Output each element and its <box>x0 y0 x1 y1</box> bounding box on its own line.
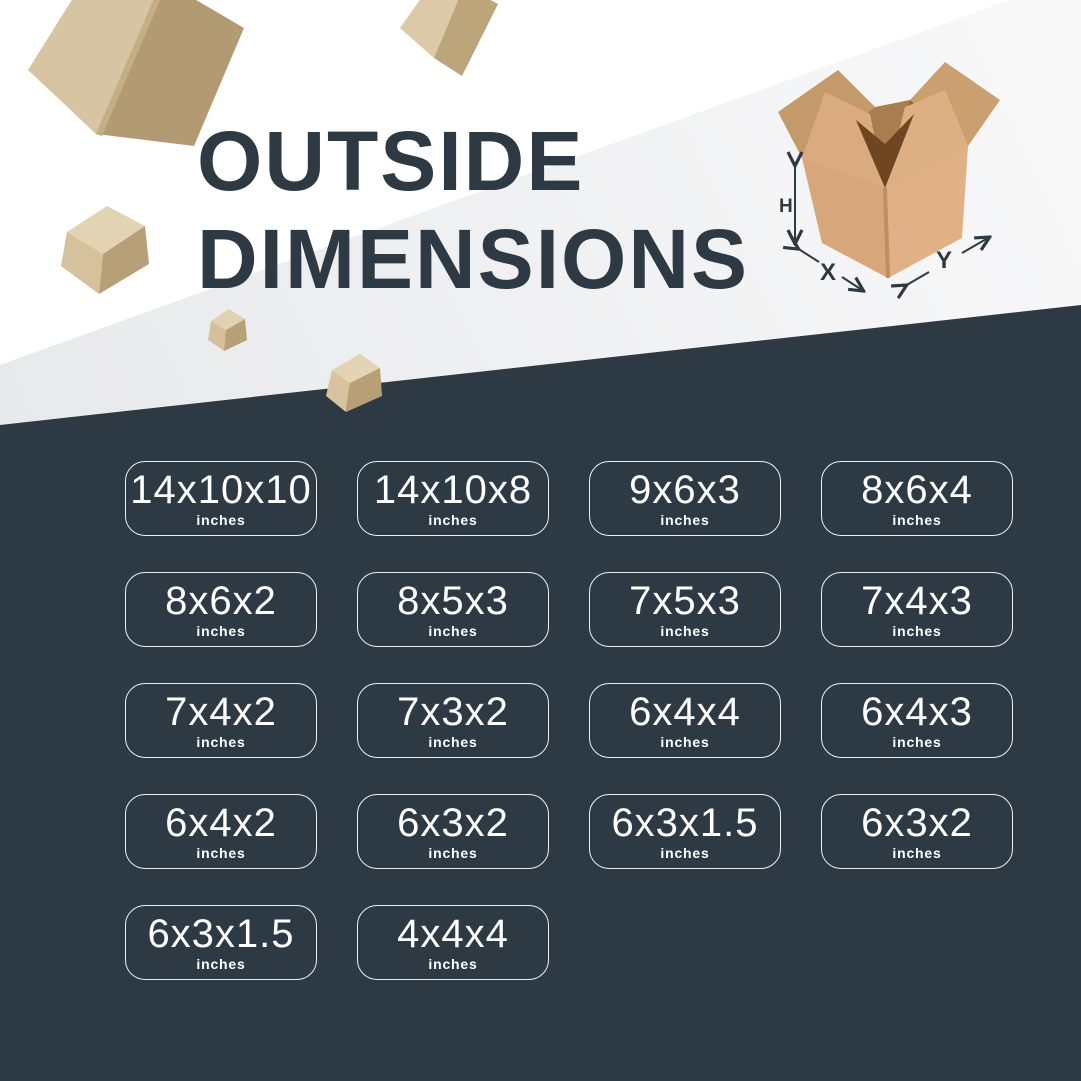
y-arrow-seg1 <box>905 271 930 286</box>
size-pill: 6x3x1.5 inches <box>125 905 317 980</box>
size-value: 6x4x3 <box>861 690 973 734</box>
size-value: 8x6x2 <box>165 579 277 623</box>
poster-title-line2: DIMENSIONS <box>197 212 750 306</box>
size-pill: 6x4x4 inches <box>589 683 781 758</box>
size-pill: 6x4x3 inches <box>821 683 1013 758</box>
size-value: 6x3x2 <box>861 801 973 845</box>
cardboard-cube-large <box>28 0 244 146</box>
size-pill: 6x4x2 inches <box>125 794 317 869</box>
size-value: 6x3x1.5 <box>147 912 295 956</box>
box-flap-front-right <box>885 90 968 188</box>
size-value: 8x6x4 <box>861 468 973 512</box>
size-value: 7x3x2 <box>397 690 509 734</box>
size-pill: 7x3x2 inches <box>357 683 549 758</box>
size-unit: inches <box>196 956 246 972</box>
size-value: 9x6x3 <box>629 468 741 512</box>
size-pill: 14x10x8 inches <box>357 461 549 536</box>
size-unit: inches <box>428 845 478 861</box>
size-unit: inches <box>196 845 246 861</box>
size-value: 14x10x8 <box>373 468 533 512</box>
size-pill: 6x3x2 inches <box>821 794 1013 869</box>
poster-title-line1: OUTSIDE <box>197 114 585 208</box>
cardboard-cube-mid <box>326 354 382 412</box>
size-value: 6x4x4 <box>629 690 741 734</box>
size-unit: inches <box>892 845 942 861</box>
size-unit: inches <box>660 734 710 750</box>
size-pill: 7x5x3 inches <box>589 572 781 647</box>
poster-title: OUTSIDE DIMENSIONS <box>197 112 749 308</box>
size-pill: 14x10x10 inches <box>125 461 317 536</box>
size-unit: inches <box>428 623 478 639</box>
x-arrow-seg2 <box>841 276 862 290</box>
size-pill: 9x6x3 inches <box>589 461 781 536</box>
box-v-notch <box>856 114 914 188</box>
size-unit: inches <box>660 512 710 528</box>
size-unit: inches <box>892 623 942 639</box>
size-unit: inches <box>428 512 478 528</box>
size-value: 6x3x1.5 <box>611 801 759 845</box>
size-pill: 6x3x2 inches <box>357 794 549 869</box>
size-pill: 6x3x1.5 inches <box>589 794 781 869</box>
size-value: 7x5x3 <box>629 579 741 623</box>
cardboard-cube-left <box>61 206 149 294</box>
size-pill: 8x5x3 inches <box>357 572 549 647</box>
size-pill: 7x4x2 inches <box>125 683 317 758</box>
size-grid: 14x10x10 inches 14x10x8 inches 9x6x3 inches 8x… <box>125 461 1013 980</box>
h-label: H <box>779 196 793 217</box>
size-unit: inches <box>428 734 478 750</box>
y-arrow-seg2 <box>961 238 988 254</box>
cardboard-cube-small <box>208 309 247 351</box>
size-pill: 8x6x4 inches <box>821 461 1013 536</box>
box-face-left <box>802 158 888 278</box>
box-diagram: H X Y <box>778 62 1000 302</box>
x-arrow-seg1 <box>797 248 820 263</box>
box-front-edge <box>883 188 890 278</box>
size-value: 4x4x4 <box>397 912 509 956</box>
size-pill: 7x4x3 inches <box>821 572 1013 647</box>
x-label: X <box>820 259 836 286</box>
size-unit: inches <box>428 956 478 972</box>
size-value: 8x5x3 <box>397 579 509 623</box>
size-pill: 4x4x4 inches <box>357 905 549 980</box>
size-value: 14x10x10 <box>130 468 312 512</box>
y-label: Y <box>936 247 952 274</box>
size-value: 7x4x2 <box>165 690 277 734</box>
cardboard-cube-top <box>400 0 498 76</box>
size-unit: inches <box>892 512 942 528</box>
size-unit: inches <box>196 623 246 639</box>
size-unit: inches <box>660 845 710 861</box>
size-value: 6x3x2 <box>397 801 509 845</box>
size-unit: inches <box>892 734 942 750</box>
size-value: 7x4x3 <box>861 579 973 623</box>
box-face-right <box>885 146 968 278</box>
size-pill: 8x6x2 inches <box>125 572 317 647</box>
size-value: 6x4x2 <box>165 801 277 845</box>
box-flap-back-right <box>910 62 1000 146</box>
size-unit: inches <box>660 623 710 639</box>
size-unit: inches <box>196 512 246 528</box>
box-flap-front-left <box>802 92 885 188</box>
size-unit: inches <box>196 734 246 750</box>
